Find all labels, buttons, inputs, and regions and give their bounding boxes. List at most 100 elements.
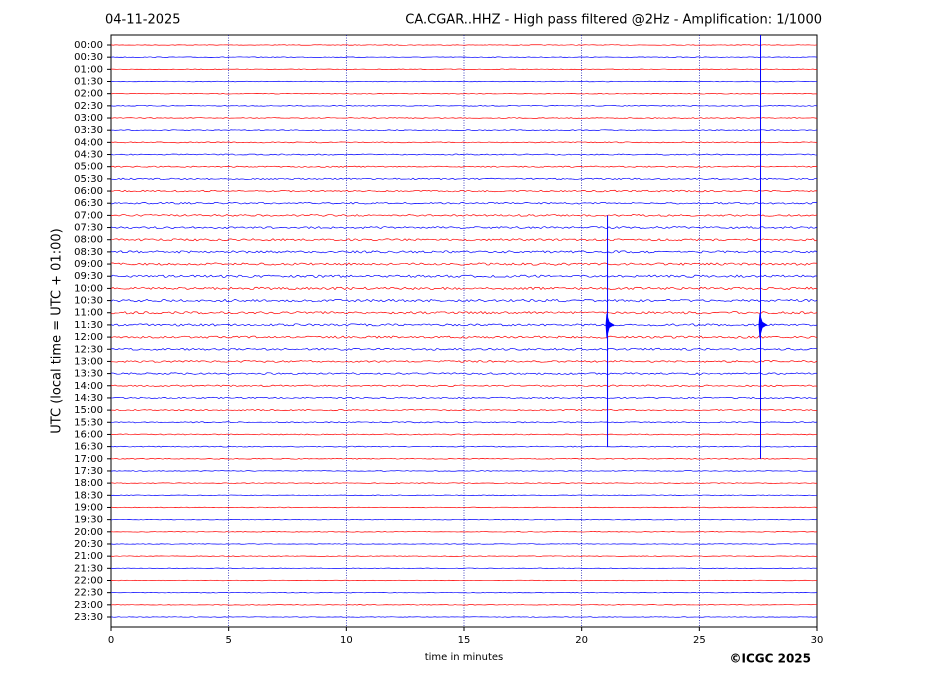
trace [110, 44, 818, 46]
trace [110, 323, 818, 327]
credit: ©ICGC 2025 [729, 652, 811, 666]
trace [110, 482, 818, 484]
y-tick-label: 13:00 [74, 356, 103, 367]
trace [110, 105, 818, 107]
y-tick-label: 06:00 [74, 186, 103, 197]
y-tick-label: 01:30 [74, 77, 103, 88]
trace [110, 250, 818, 254]
y-axis-label: UTC (local time = UTC + 01:00) [50, 228, 65, 433]
trace [110, 311, 818, 315]
y-tick-label: 17:00 [74, 454, 103, 465]
x-tick-label: 30 [811, 635, 824, 646]
chart-title: CA.CGAR..HHZ - High pass filtered @2Hz -… [405, 13, 822, 28]
trace [110, 494, 818, 497]
y-tick-label: 11:30 [74, 320, 103, 331]
y-tick-label: 16:00 [74, 429, 103, 440]
y-tick-label: 00:00 [74, 40, 103, 51]
x-tick-label: 10 [340, 635, 353, 646]
y-tick-label: 12:00 [74, 332, 103, 343]
y-tick-label: 14:30 [74, 393, 103, 404]
y-tick-label: 07:00 [74, 210, 103, 221]
y-tick-label: 21:00 [74, 551, 103, 562]
trace [110, 117, 818, 119]
trace [110, 335, 818, 339]
y-tick-label: 03:00 [74, 113, 103, 124]
y-tick-label: 08:00 [74, 235, 103, 246]
y-tick-label: 01:00 [74, 64, 103, 75]
trace [110, 470, 818, 472]
trace [110, 238, 818, 242]
trace [110, 518, 818, 521]
y-tick-label: 22:30 [74, 588, 103, 599]
y-tick-label: 19:30 [74, 515, 103, 526]
y-tick-label: 14:00 [74, 381, 103, 392]
trace [110, 567, 818, 569]
x-tick-label: 15 [458, 635, 471, 646]
trace [110, 189, 818, 193]
y-tick-label: 05:00 [74, 162, 103, 173]
trace [110, 80, 818, 83]
event-peak [605, 312, 615, 339]
trace [110, 555, 818, 557]
y-tick-label: 04:00 [74, 137, 103, 148]
y-tick-label: 07:30 [74, 223, 103, 234]
y-tick-label: 15:00 [74, 405, 103, 416]
y-tick-label: 10:00 [74, 283, 103, 294]
trace [110, 445, 818, 448]
y-tick-label: 23:30 [74, 612, 103, 623]
trace [110, 396, 818, 400]
x-tick-label: 20 [575, 635, 588, 646]
trace [110, 543, 818, 545]
y-tick-label: 04:30 [74, 150, 103, 161]
trace [110, 372, 818, 375]
y-tick-label: 20:00 [74, 527, 103, 538]
y-tick-label: 23:00 [74, 600, 103, 611]
x-tick-label: 25 [693, 635, 706, 646]
trace [110, 153, 818, 156]
y-tick-label: 02:30 [74, 101, 103, 112]
y-tick-label: 18:00 [74, 478, 103, 489]
x-tick-label: 0 [108, 635, 114, 646]
trace [110, 226, 818, 229]
trace [110, 262, 818, 266]
y-tick-label: 05:30 [74, 174, 103, 185]
trace [110, 458, 818, 460]
y-tick-label: 18:30 [74, 490, 103, 501]
trace [110, 298, 818, 303]
y-tick-label: 16:30 [74, 442, 103, 453]
y-tick-label: 19:00 [74, 502, 103, 513]
trace [110, 68, 818, 71]
trace [110, 286, 818, 291]
trace [110, 214, 818, 217]
y-tick-label: 10:30 [74, 296, 103, 307]
y-tick-label: 00:30 [74, 52, 103, 63]
x-tick-label: 5 [225, 635, 231, 646]
trace [110, 604, 818, 606]
trace [110, 274, 818, 278]
y-tick-label: 06:30 [74, 198, 103, 209]
trace [110, 347, 818, 351]
y-tick-label: 09:30 [74, 271, 103, 282]
trace [110, 92, 818, 95]
y-tick-label: 03:30 [74, 125, 103, 136]
y-tick-label: 22:00 [74, 575, 103, 586]
y-tick-label: 02:00 [74, 89, 103, 100]
date: 04-11-2025 [105, 13, 181, 28]
trace [110, 616, 818, 618]
y-tick-label: 20:30 [74, 539, 103, 550]
trace [110, 384, 818, 387]
trace [110, 409, 818, 412]
trace [110, 360, 818, 363]
event-peak [758, 312, 768, 339]
trace [110, 141, 818, 144]
trace [110, 433, 818, 436]
trace [110, 579, 818, 582]
y-tick-label: 15:30 [74, 417, 103, 428]
y-tick-label: 12:30 [74, 344, 103, 355]
trace [110, 177, 818, 180]
trace [110, 129, 818, 132]
trace [110, 591, 818, 594]
y-tick-label: 13:30 [74, 369, 103, 380]
trace [110, 165, 818, 168]
